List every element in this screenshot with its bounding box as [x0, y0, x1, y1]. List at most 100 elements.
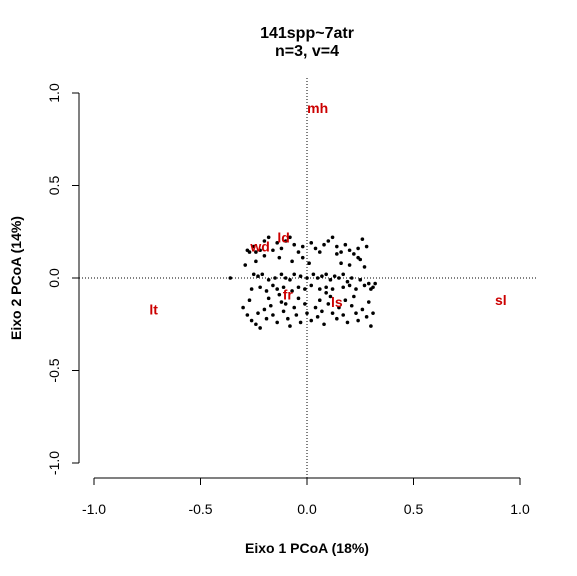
x-tick-label: -1.0 — [82, 501, 106, 517]
species-point — [247, 250, 252, 254]
trait-label-wd: wd — [249, 239, 269, 255]
species-point — [324, 291, 328, 295]
species-point — [254, 322, 258, 327]
species-point — [288, 235, 292, 240]
species-point — [311, 272, 316, 277]
species-point — [251, 272, 256, 277]
species-point — [313, 246, 318, 251]
species-point — [277, 292, 282, 297]
species-point — [320, 274, 324, 278]
species-point — [245, 313, 250, 317]
species-point — [335, 252, 339, 256]
species-point — [326, 302, 331, 306]
species-point — [256, 274, 260, 278]
species-point — [258, 326, 262, 330]
species-point — [292, 305, 297, 310]
species-point — [330, 235, 335, 240]
species-point — [328, 278, 333, 282]
species-point — [256, 311, 260, 315]
species-point — [345, 279, 350, 284]
species-point — [352, 294, 356, 299]
species-point — [347, 248, 352, 253]
species-point — [322, 322, 326, 327]
species-point — [258, 285, 262, 290]
species-point — [373, 281, 377, 286]
trait-label-ld: ld — [277, 229, 289, 245]
species-point — [249, 318, 254, 323]
species-point — [347, 283, 352, 288]
y-tick-label: 0.5 — [46, 176, 62, 196]
chart-title: 141spp~7atr — [260, 25, 354, 42]
species-point — [290, 259, 294, 264]
species-point — [330, 287, 335, 291]
species-point — [271, 248, 275, 253]
species-point — [305, 311, 309, 315]
species-point — [300, 255, 305, 260]
species-point — [324, 285, 328, 290]
species-point — [339, 261, 343, 266]
species-point — [243, 263, 248, 267]
species-point — [341, 272, 346, 277]
species-point — [317, 287, 322, 291]
species-point — [283, 302, 288, 306]
species-point — [249, 287, 254, 291]
species-point — [332, 274, 337, 278]
species-point — [279, 272, 284, 277]
y-axis-ticks: -1.0 -0.5 0.0 0.5 1.0 — [46, 83, 79, 475]
species-point — [241, 305, 245, 310]
x-tick-label: -0.5 — [188, 501, 212, 517]
species-point — [254, 250, 258, 254]
y-tick-label: 0.0 — [46, 268, 62, 288]
y-tick-label: 1.0 — [46, 83, 62, 103]
species-point — [298, 320, 303, 325]
species-point — [247, 298, 252, 303]
species-point — [307, 261, 311, 266]
species-point — [366, 300, 371, 304]
species-point — [364, 315, 369, 319]
species-point — [354, 287, 358, 291]
species-point — [292, 272, 297, 277]
species-point — [305, 276, 309, 280]
species-point — [315, 315, 320, 319]
species-point — [315, 276, 320, 280]
species-point — [262, 254, 267, 258]
species-point — [288, 278, 292, 282]
species-point — [275, 241, 279, 245]
species-point — [264, 316, 269, 321]
species-point — [288, 324, 292, 328]
trait-label-ls: ls — [331, 294, 343, 310]
species-point — [366, 281, 371, 286]
species-point — [369, 287, 373, 291]
species-point — [300, 244, 305, 249]
species-point — [266, 296, 271, 301]
species-point — [262, 307, 267, 312]
x-tick-label: 0.0 — [297, 501, 317, 517]
species-point — [339, 250, 343, 254]
x-axis-ticks: -1.0 -0.5 0.0 0.5 1.0 — [82, 478, 530, 517]
species-point — [273, 276, 277, 280]
y-tick-label: -0.5 — [46, 358, 62, 382]
y-axis-label: Eixo 2 PCoA (14%) — [8, 216, 24, 340]
species-point — [296, 250, 301, 254]
species-point — [271, 313, 275, 317]
species-point — [309, 318, 314, 323]
species-point — [309, 283, 314, 288]
species-point — [364, 244, 369, 249]
species-point — [271, 283, 275, 288]
species-point — [260, 272, 265, 277]
trait-label-lt: lt — [149, 301, 158, 317]
species-point — [371, 311, 375, 315]
species-point — [335, 316, 339, 321]
species-point — [258, 248, 262, 253]
species-point — [317, 298, 322, 303]
species-point — [330, 311, 335, 315]
species-point — [335, 244, 339, 249]
species-point — [341, 285, 346, 290]
species-point — [298, 274, 303, 278]
species-point — [279, 246, 284, 251]
species-point — [349, 276, 354, 280]
species-point — [362, 265, 367, 269]
species-point — [254, 259, 258, 264]
species-point — [313, 305, 318, 310]
